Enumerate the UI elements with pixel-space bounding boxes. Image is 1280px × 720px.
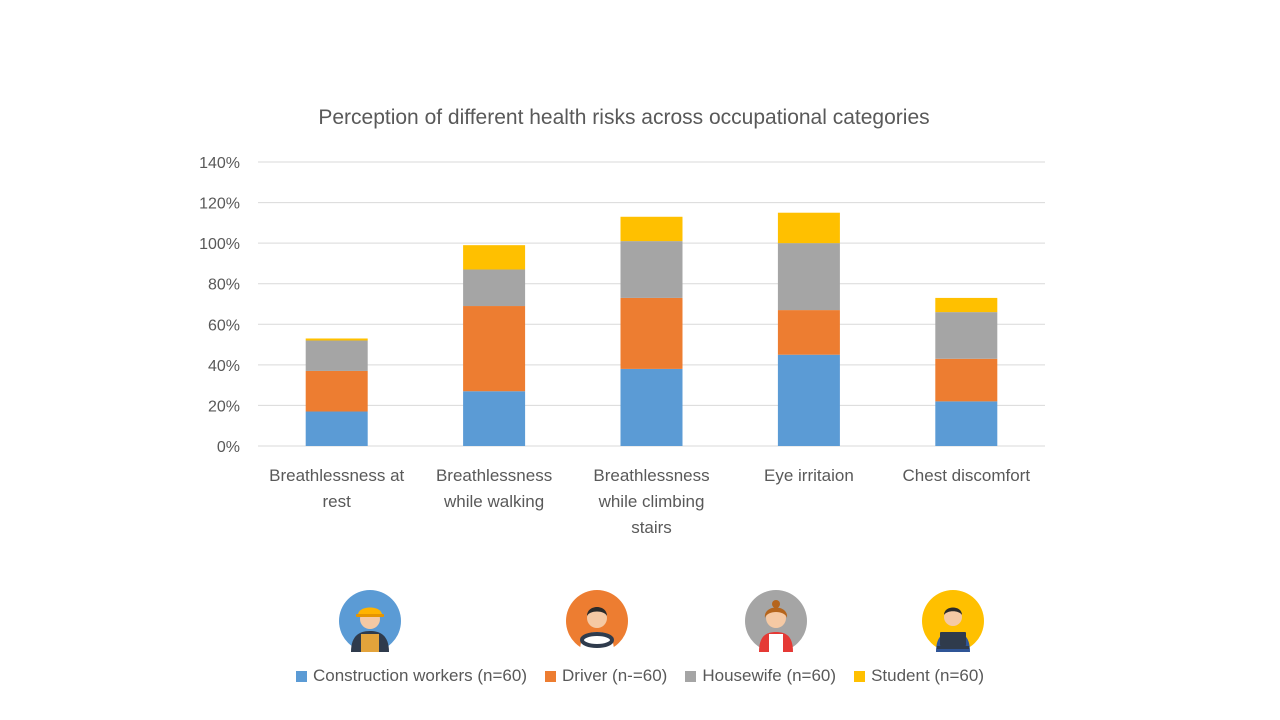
legend-swatch: [545, 670, 556, 682]
legend-label: Student (n=60): [871, 666, 985, 685]
category-label: stairs: [631, 518, 672, 537]
bar-segment: [463, 245, 526, 270]
category-labels: Breathlessness at rest Breathlessness while…: [269, 466, 1030, 537]
bar-segment: [935, 312, 998, 359]
bar-segment: [777, 212, 840, 244]
y-tick-label: 80%: [208, 277, 240, 294]
legend-item: Housewife (n=60): [685, 666, 836, 686]
category-label: while walking: [443, 492, 544, 511]
legend-swatch: [295, 670, 307, 682]
bar-segment: [620, 241, 683, 298]
y-tick-label: 20%: [208, 398, 240, 415]
bar-segment: [777, 354, 840, 446]
bar-segment: [305, 370, 368, 412]
bar-segment: [305, 338, 368, 341]
category-label: Chest discomfort: [903, 466, 1031, 485]
bar-segment: [935, 401, 998, 446]
bar-segment: [305, 411, 368, 446]
student-icon: [922, 590, 984, 652]
legend-label: Housewife (n=60): [702, 666, 837, 685]
bar-segment: [935, 297, 998, 313]
legend: Construction workers (n=60) Driver (n-=60…: [0, 664, 1280, 688]
bar-segment: [305, 340, 368, 371]
bar-segment: [620, 297, 683, 369]
legend-swatch: [685, 670, 697, 682]
chart-title: Perception of different health risks acr…: [318, 106, 929, 129]
construction-worker-icon: [339, 590, 401, 652]
category-label: Breathlessness at: [269, 466, 404, 485]
category-label: Breathlessness: [593, 466, 709, 485]
category-label: rest: [323, 492, 352, 511]
y-tick-label: 100%: [199, 236, 240, 253]
bar-segment: [620, 216, 683, 242]
legend-swatch: [854, 670, 866, 682]
y-tick-label: 60%: [208, 317, 240, 334]
legend-label: Construction workers (n=60): [312, 666, 527, 685]
bar-segment: [935, 358, 998, 402]
housewife-icon: [745, 590, 807, 652]
category-label: Breathlessness: [436, 466, 552, 485]
y-tick-label: 120%: [199, 196, 240, 213]
bar-segment: [620, 368, 683, 446]
bar-segment: [463, 306, 526, 392]
bar-segment: [777, 310, 840, 355]
legend-item: Driver (n-=60): [545, 666, 667, 686]
y-axis-ticks: 0% 20% 40% 60% 80% 100% 120% 140%: [199, 155, 240, 456]
y-tick-label: 140%: [199, 155, 240, 172]
legend-item: Student (n=60): [854, 666, 984, 686]
bar-segment: [463, 391, 526, 446]
legend-label: Driver (n-=60): [562, 666, 668, 685]
driver-icon: [566, 590, 628, 652]
bar-segment: [463, 269, 526, 307]
bar-segment: [777, 243, 840, 311]
category-label: Eye irritaion: [764, 466, 854, 485]
bars: [305, 212, 998, 446]
category-label: while climbing: [598, 492, 705, 511]
legend-item: Construction workers (n=60): [295, 666, 527, 686]
y-tick-label: 0%: [217, 439, 240, 456]
y-tick-label: 40%: [208, 358, 240, 375]
